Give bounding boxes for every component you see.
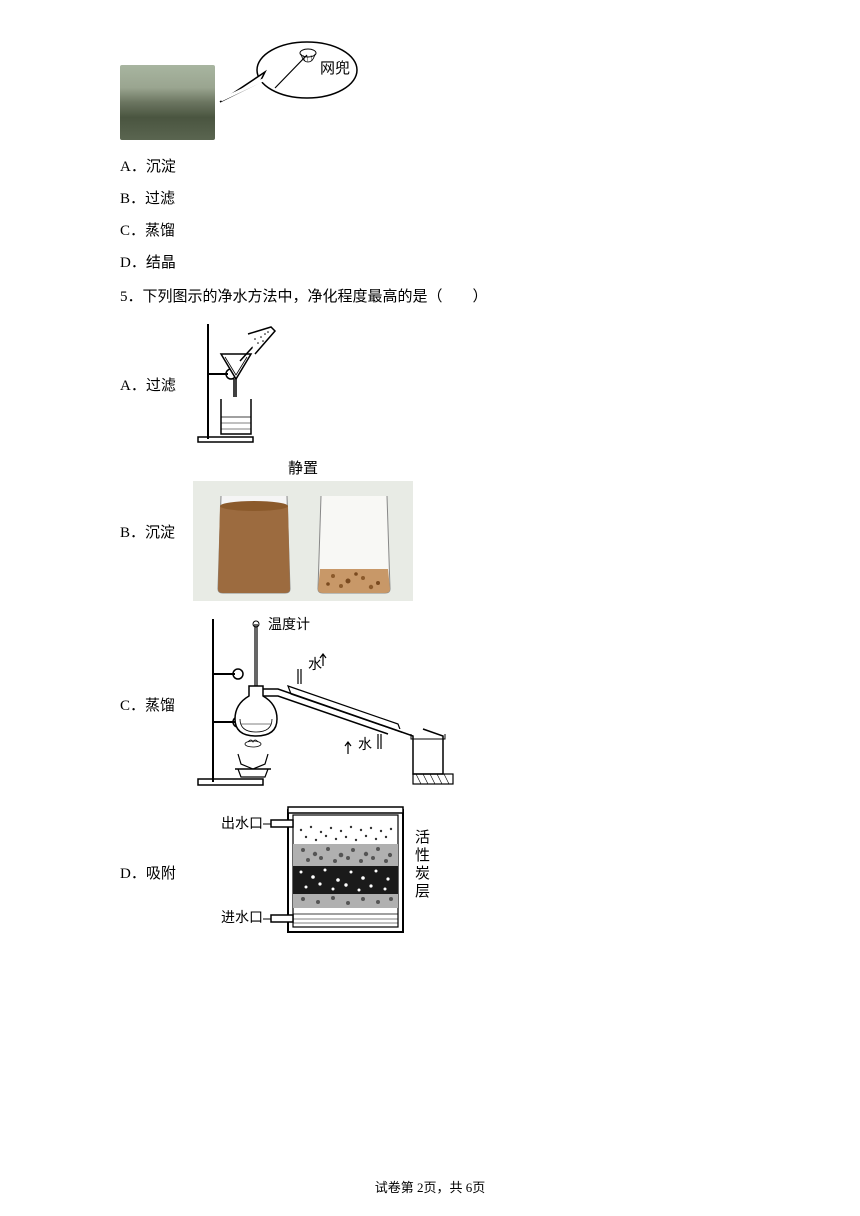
q5-b-label: B．沉淀 — [120, 521, 185, 542]
page-footer: 试卷第 2页，共 6页 — [0, 1177, 860, 1196]
carbon-label-2: 性 — [415, 847, 430, 864]
sedimentation-diagram: 静置 — [193, 457, 413, 606]
net-label: 网兜 — [320, 59, 350, 77]
q5-option-b: B．沉淀 静置 — [120, 457, 740, 606]
filtration-diagram — [193, 319, 303, 449]
q5-option-a: A．过滤 — [120, 319, 740, 449]
q5-a-label: A．过滤 — [120, 374, 185, 395]
thermometer-label: 温度计 — [268, 617, 310, 633]
carbon-label-3: 炭 — [415, 865, 430, 882]
q4-image: 网兜 — [120, 40, 360, 145]
q5-option-d: D．吸附 — [120, 802, 740, 942]
river-photo — [120, 65, 215, 140]
water-in-label: 水 — [358, 737, 372, 753]
adsorption-diagram: 出水口 进水口 活 性 炭 层 — [193, 802, 453, 942]
distillation-diagram: 温度计 水 水 — [193, 614, 503, 794]
q5-option-c: C．蒸馏 温度计 水 水 — [120, 614, 740, 794]
q4-option-c: C．蒸馏 — [120, 219, 740, 243]
q5-d-label: D．吸附 — [120, 862, 185, 883]
q4-option-a: A．沉淀 — [120, 155, 740, 179]
q4-option-b: B．过滤 — [120, 187, 740, 211]
inlet-label: 进水口 — [221, 910, 263, 926]
callout-bubble: 网兜 — [215, 40, 360, 110]
q4-option-d: D．结晶 — [120, 251, 740, 275]
water-out-label: 水 — [308, 657, 322, 673]
carbon-label-4: 层 — [415, 884, 430, 900]
q5-text: 5．下列图示的净水方法中，净化程度最高的是（ ） — [120, 285, 740, 309]
q5-c-label: C．蒸馏 — [120, 694, 185, 715]
outlet-label: 出水口 — [221, 816, 263, 832]
carbon-label-1: 活 — [415, 829, 430, 846]
settle-label: 静置 — [193, 457, 413, 478]
